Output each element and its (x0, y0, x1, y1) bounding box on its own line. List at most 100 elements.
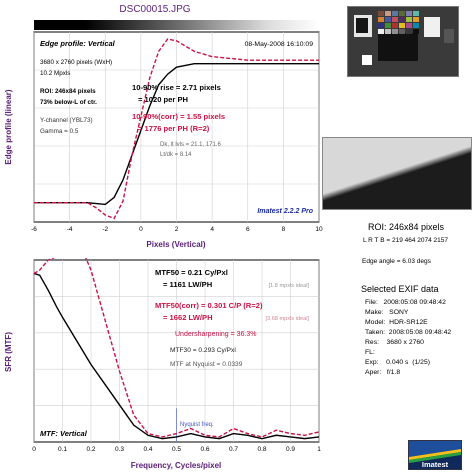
edge-x-tick-label: 8 (282, 226, 286, 233)
mtf-x-tick-label: 1 (317, 446, 321, 453)
roi-position-info: 73% below-L of ctr. (40, 99, 97, 106)
color-checker-patch (406, 29, 412, 34)
rise-per-ph: = 1020 per PH (138, 95, 188, 104)
mtf-x-tick-label: 0.8 (257, 446, 266, 453)
color-checker-patches (378, 11, 419, 34)
edge-x-tick-label: 2 (175, 226, 179, 233)
rise-10-90: 10-90% rise = 2.71 pixels (132, 83, 221, 92)
mtf-x-tick-label: 0.9 (286, 446, 295, 453)
color-checker-patch (378, 29, 384, 34)
color-checker-patch (378, 23, 384, 28)
edge-x-tick-label: -6 (31, 226, 37, 233)
color-checker-patch (392, 11, 398, 16)
edge-x-tick-label: -2 (102, 226, 108, 233)
exif-row-model: Model: HDR-SR12E (365, 319, 428, 326)
mtf30-value: MTF30 = 0.293 Cy/Pxl (170, 347, 236, 354)
color-checker-patch (392, 29, 398, 34)
mtf-x-tick-label: 0.4 (143, 446, 152, 453)
roi-lrtb: L R T B = 219 464 2074 2157 (363, 237, 448, 244)
light-dark-ratio: Lt/dk = 8.14 (160, 152, 192, 158)
nyquist-label: Nyquist freq. (180, 422, 214, 428)
color-checker-patch (399, 23, 405, 28)
color-checker-patch (399, 29, 405, 34)
mtf50-ideal: [1.8 mpxls ideal] (269, 283, 310, 289)
mtf-at-nyquist: MTF at Nyquist = 0.0339 (170, 361, 243, 368)
imatest-version-label: Imatest 2.2.2 Pro (257, 208, 313, 215)
mtf50-corr-lwph: = 1662 LW/PH (163, 313, 213, 322)
edge-plot-x-ticks: -6 -4 -2 0 2 4 6 8 10 (31, 226, 323, 233)
exif-row-make: Make: SONY (365, 309, 409, 316)
color-checker-patch (378, 17, 384, 22)
mtf-chart: 0 0.1 0.2 0.3 0.4 0.5 0.6 0.7 0.8 0.9 1 MTF50 = 0.… (4, 258, 321, 470)
color-checker-patch (413, 17, 419, 22)
edge-x-tick-label: 6 (246, 226, 250, 233)
mtf50-corr-ideal: [3.68 mpxls ideal] (265, 316, 309, 322)
color-checker-patch (385, 17, 391, 22)
corr-per-ph: = 1776 per PH (R=2) (138, 124, 210, 133)
mtf-x-tick-label: 0.3 (115, 446, 124, 453)
color-checker-patch (413, 11, 419, 16)
edge-profile-x-label: Pixels (Vertical) (146, 240, 205, 249)
edge-gradient-strip (34, 20, 319, 30)
color-checker-patch (378, 11, 384, 16)
roi-crop-preview (322, 137, 472, 210)
corr-10-90: 10-90%(corr) = 1.55 pixels (132, 112, 225, 121)
mtf-x-label: Frequency, Cycles/pixel (131, 461, 222, 470)
edge-series-1 (34, 62, 319, 206)
mtf-x-tick-label: 0 (32, 446, 36, 453)
mtf50-corr-value: MTF50(corr) = 0.301 C/P (R=2) (155, 301, 263, 310)
mtf-x-tick-label: 0.7 (229, 446, 238, 453)
color-checker-patch (385, 29, 391, 34)
mtf-series-1 (33, 272, 320, 440)
mtf-x-tick-label: 0.2 (86, 446, 95, 453)
color-checker-patch (406, 23, 412, 28)
edge-profile-y-label: Edge profile (linear) (4, 89, 13, 164)
color-checker-patch (392, 23, 398, 28)
mtf-x-tick-label: 0.1 (58, 446, 67, 453)
imatest-logo: Imatest (408, 440, 462, 470)
test-chart-thumbnail (347, 6, 459, 77)
roi-size-info: ROI: 246x84 pixels (40, 88, 96, 95)
mtf-x-tick-label: 0.6 (200, 446, 209, 453)
gamma-info: Gamma = 0.5 (40, 128, 79, 135)
color-checker-patch (399, 17, 405, 22)
color-checker-patch (399, 11, 405, 16)
exif-row-exposure: Exp: 0.040 s (1/25) (365, 359, 430, 366)
edge-x-tick-label: 4 (210, 226, 214, 233)
edge-profile-header: Edge profile: Vertical (40, 39, 116, 48)
undersharpening-value: Undersharpening = 36.3% (175, 331, 257, 338)
mtf-x-tick-label: 0.5 (172, 446, 181, 453)
channel-info: Y-channel (YBL73) (40, 117, 93, 124)
edge-profile-chart: -6 -4 -2 0 2 4 6 8 10 Edge profile: Vertical 08-… (4, 31, 323, 249)
edge-x-tick-label: 10 (315, 226, 323, 233)
edge-x-tick-label: -4 (67, 226, 73, 233)
exif-row-file: File: 2008:05:08 09:48:42 (365, 299, 446, 306)
mtf-plot-x-ticks: 0 0.1 0.2 0.3 0.4 0.5 0.6 0.7 0.8 0.9 1 (32, 446, 321, 453)
edge-plot-series (34, 38, 319, 220)
edge-series-2 (34, 38, 319, 220)
color-checker-patch (406, 17, 412, 22)
edge-angle: Edge angle = 6.03 degs (362, 258, 431, 265)
mtf-plot-series (33, 258, 320, 442)
exif-row-focal-length: FL: (365, 349, 375, 356)
color-checker-patch (406, 11, 412, 16)
svg-text:Imatest: Imatest (422, 460, 449, 469)
mtf-y-label: SFR (MTF) (4, 332, 13, 372)
color-checker-patch (385, 23, 391, 28)
mtf50-lwph: = 1161 LW/PH (163, 280, 212, 289)
mtf50-value: MTF50 = 0.21 Cy/Pxl (155, 268, 228, 277)
exif-title: Selected EXIF data (361, 284, 439, 294)
exif-row-taken: Taken: 2008:05:08 09:48:42 (365, 329, 452, 336)
edge-x-tick-label: 0 (139, 226, 143, 233)
mtf-footer: MTF: Vertical (40, 429, 88, 438)
capture-date: 08-May-2008 16:10:09 (245, 41, 314, 48)
color-checker-patch (385, 11, 391, 16)
image-size-info: 3680 x 2760 pixels (WxH) (40, 59, 112, 66)
color-checker-patch (413, 23, 419, 28)
color-checker-patch (392, 17, 398, 22)
megapixels-info: 10.2 Mpxls (40, 70, 70, 77)
exif-row-aperture: Aper: f/1.8 (365, 369, 401, 376)
image-filename-title: DSC00015.JPG (119, 4, 191, 15)
color-checker-patch (413, 29, 419, 34)
exif-row-resolution: Res: 3680 x 2760 (365, 339, 424, 346)
